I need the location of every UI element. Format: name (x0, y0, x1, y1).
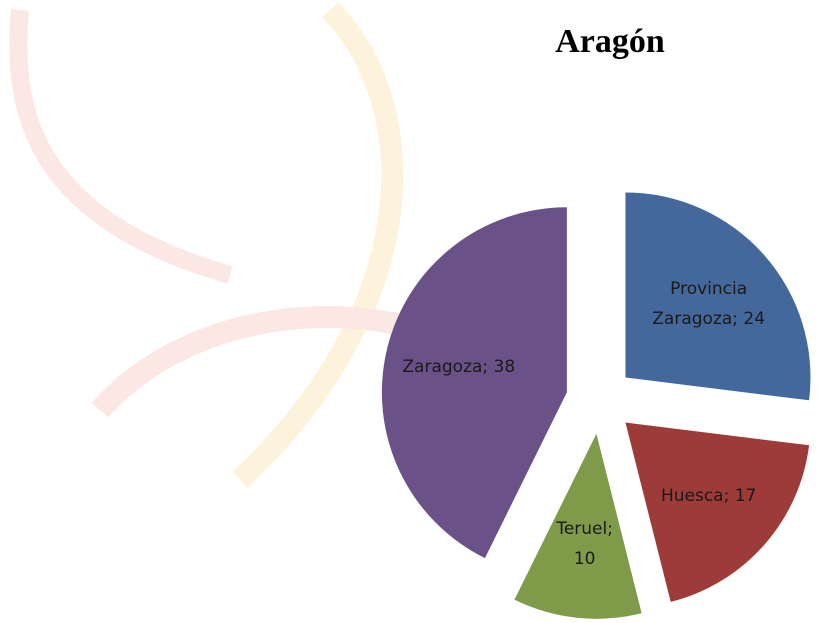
chart-title: Aragón (555, 23, 665, 61)
pie-slice (625, 423, 809, 602)
data-label: Provincia Zaragoza; 24 (639, 274, 779, 334)
decoration (240, 10, 392, 480)
data-label: Zaragoza; 38 (384, 352, 534, 382)
pie-slice (382, 207, 567, 558)
data-label: Huesca; 17 (634, 481, 784, 511)
data-label: Teruel; 10 (550, 514, 620, 574)
decoration (18, 10, 230, 275)
page: Aragón Provincia Zaragoza; 24 Huesca; 17 T… (0, 0, 822, 623)
decoration (100, 317, 420, 410)
